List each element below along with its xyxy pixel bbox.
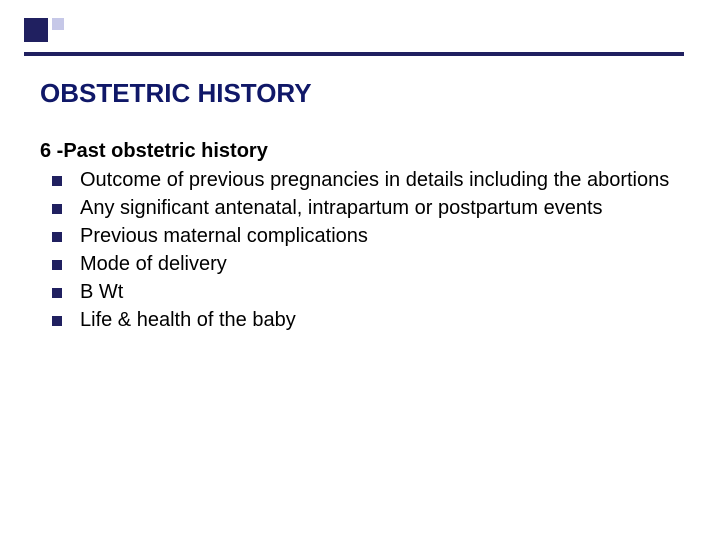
bullet-square-icon bbox=[52, 288, 62, 298]
list-item-text: Previous maternal complications bbox=[80, 225, 368, 247]
list-item: Outcome of previous pregnancies in detai… bbox=[40, 167, 680, 193]
slide-title: OBSTETRIC HISTORY bbox=[40, 78, 312, 109]
list-item-text: Mode of delivery bbox=[80, 253, 227, 275]
list-item-text: Outcome of previous pregnancies in detai… bbox=[80, 169, 669, 191]
accent-square-large bbox=[24, 18, 48, 42]
slide: OBSTETRIC HISTORY 6 -Past obstetric hist… bbox=[0, 0, 720, 540]
bullet-list: Outcome of previous pregnancies in detai… bbox=[40, 167, 680, 333]
bullet-square-icon bbox=[52, 204, 62, 214]
list-item: Previous maternal complications bbox=[40, 223, 680, 249]
bullet-square-icon bbox=[52, 232, 62, 242]
content-area: 6 -Past obstetric history Outcome of pre… bbox=[40, 140, 680, 335]
list-item-text: Any significant antenatal, intrapartum o… bbox=[80, 197, 603, 219]
bullet-square-icon bbox=[52, 316, 62, 326]
list-item: Life & health of the baby bbox=[40, 307, 680, 333]
list-item: Mode of delivery bbox=[40, 251, 680, 277]
list-item: Any significant antenatal, intrapartum o… bbox=[40, 195, 680, 221]
subtitle: 6 -Past obstetric history bbox=[40, 140, 680, 163]
list-item-text: Life & health of the baby bbox=[80, 309, 296, 331]
bullet-square-icon bbox=[52, 176, 62, 186]
accent-square-small bbox=[52, 18, 64, 30]
list-item: B Wt bbox=[40, 279, 680, 305]
accent-line bbox=[24, 52, 684, 56]
list-item-text: B Wt bbox=[80, 281, 123, 303]
bullet-square-icon bbox=[52, 260, 62, 270]
